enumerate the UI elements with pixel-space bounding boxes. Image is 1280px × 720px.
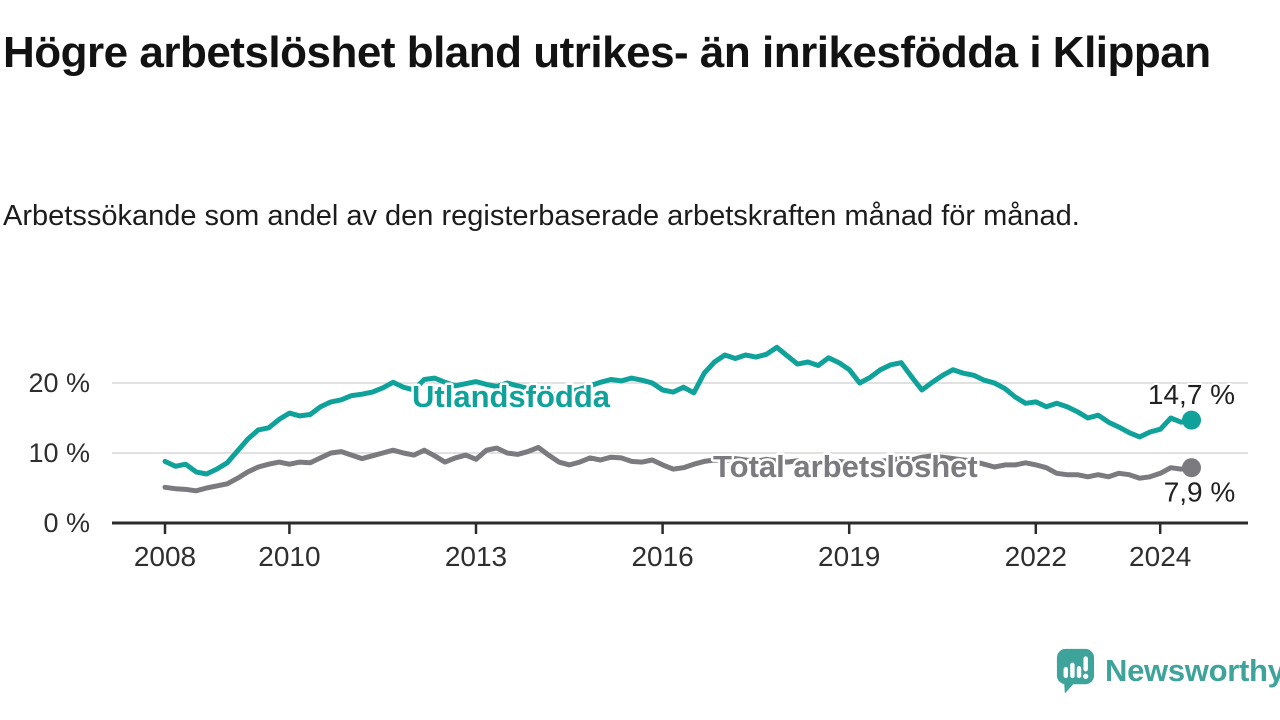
unemployment-line-chart: 2008 2010 2013 2016 2019 2022 2024 0 % 10 % 20 % U… bbox=[28, 344, 1248, 572]
series-value-label-total-arbetsloshet: 7,9 % bbox=[1164, 477, 1236, 508]
chart-subtitle: Arbetssökande som andel av den registerb… bbox=[3, 200, 1080, 232]
series-line-utlandsfodda bbox=[162, 344, 1194, 477]
y-axis-label-20pct: 20 % bbox=[28, 368, 90, 398]
page-title: Högre arbetslöshet bland utrikes- än inr… bbox=[3, 28, 1211, 77]
y-axis-label-10pct: 10 % bbox=[28, 438, 90, 468]
x-axis-label-2010: 2010 bbox=[258, 541, 320, 572]
x-axis-label-2008: 2008 bbox=[134, 541, 196, 572]
series-value-label-utlandsfodda: 14,7 % bbox=[1148, 379, 1235, 410]
y-axis-label-0pct: 0 % bbox=[43, 508, 90, 538]
newsworthy-logo-icon bbox=[1056, 648, 1095, 694]
series-end-dot-total-arbetsloshet bbox=[1182, 458, 1202, 478]
series-label-utlandsfodda: Utlandsfödda bbox=[412, 379, 611, 414]
x-axis-label-2016: 2016 bbox=[631, 541, 693, 572]
x-axis-label-2022: 2022 bbox=[1005, 541, 1067, 572]
newsworthy-logo-text: Newsworthy bbox=[1105, 653, 1280, 688]
x-axis-label-2013: 2013 bbox=[445, 541, 507, 572]
series-end-dot-utlandsfodda bbox=[1182, 410, 1202, 430]
newsworthy-logo: Newsworthy bbox=[1056, 648, 1280, 694]
series-line-total-arbetsloshet bbox=[162, 444, 1194, 494]
series-label-total-arbetsloshet: Total arbetslöshet bbox=[713, 449, 978, 484]
x-axis-label-2019: 2019 bbox=[818, 541, 880, 572]
x-axis-label-2024: 2024 bbox=[1129, 541, 1191, 572]
